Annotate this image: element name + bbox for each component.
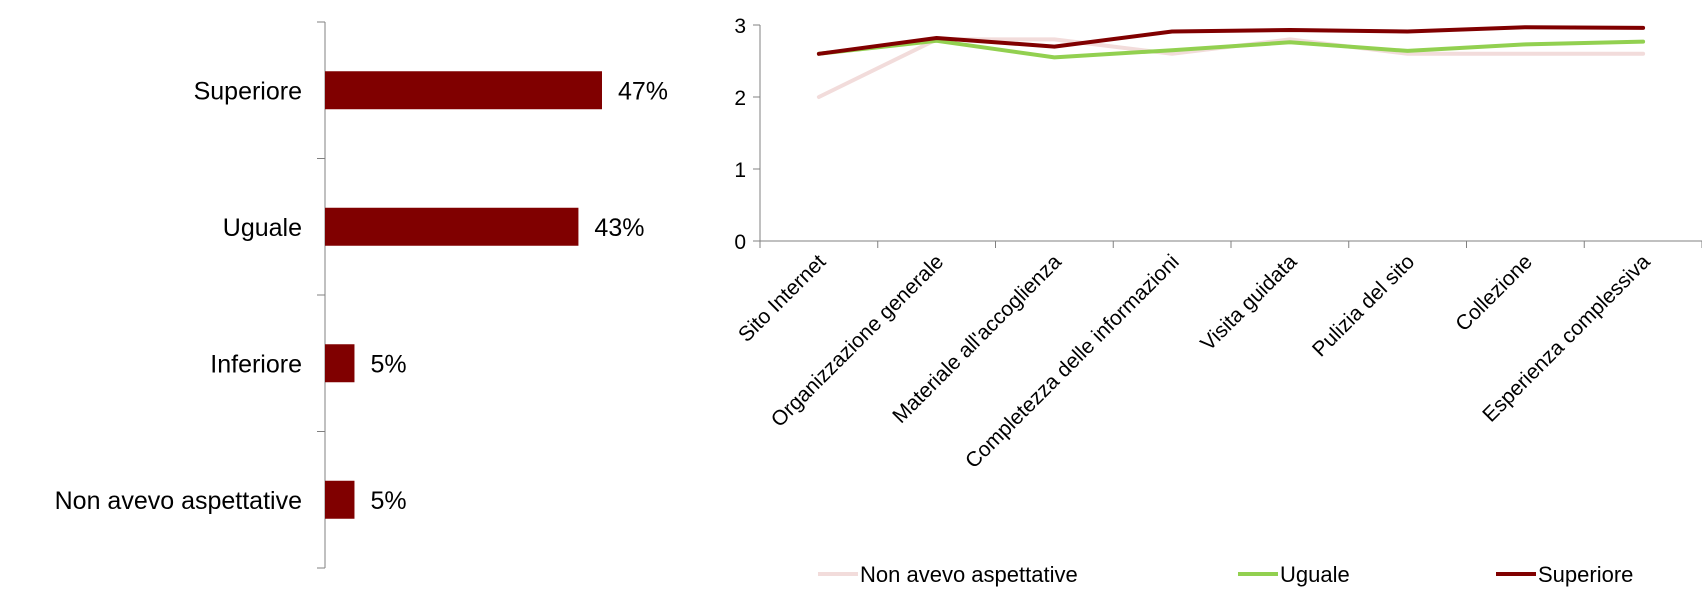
legend-label: Non avevo aspettative <box>860 562 1078 587</box>
line-x-tick-label: Visita guidata <box>1196 250 1301 355</box>
bar <box>325 207 579 246</box>
line-y-tick-label: 0 <box>734 231 746 254</box>
line-y-tick-label: 2 <box>734 87 746 110</box>
bar-category-label: Uguale <box>223 214 302 242</box>
line-x-tick-label: Collezione <box>1451 250 1537 336</box>
line-y-tick-label: 1 <box>734 159 746 182</box>
bar-chart: Superiore 47% Uguale 43% Inferiore 5% Non avev… <box>55 21 668 569</box>
bar-category-label: Superiore <box>194 77 302 105</box>
bar-value-label: 5% <box>370 350 406 378</box>
bar-value-label: 47% <box>618 77 668 105</box>
bar <box>325 480 355 519</box>
line-x-tick-label: Pulizia del sito <box>1308 250 1419 361</box>
bar <box>325 344 355 383</box>
line-series-superiore <box>816 25 1646 56</box>
line-x-tick-label: Sito Internet <box>734 250 830 346</box>
line-series-uguale <box>816 38 1646 60</box>
legend-label: Superiore <box>1538 562 1633 587</box>
bar-value-label: 43% <box>594 214 644 242</box>
bar-value-label: 5% <box>370 487 406 515</box>
bar <box>325 71 602 110</box>
line-x-tick-label: Completezza delle informazioni <box>961 250 1184 473</box>
line-y-tick-label: 3 <box>734 15 746 38</box>
bar-category-label: Non avevo aspettative <box>55 487 302 515</box>
bar-category-label: Inferiore <box>210 350 302 378</box>
legend-label: Uguale <box>1280 562 1350 587</box>
